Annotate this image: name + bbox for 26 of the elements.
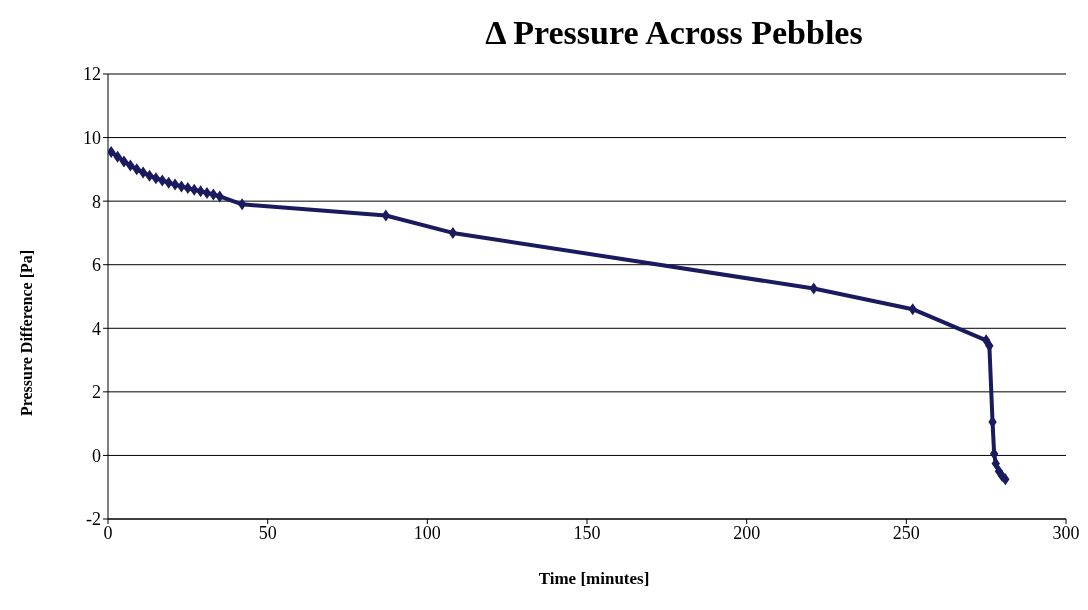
x-tick-label: 200 [733, 522, 761, 543]
x-axis-title: Time [minutes] [537, 569, 651, 589]
y-tick-label: 6 [92, 255, 101, 276]
point [237, 198, 247, 211]
y-axis-title: Pressure Difference [Pa] [18, 249, 36, 417]
y-tick-label: 10 [83, 127, 101, 148]
x-tick-label: 100 [413, 522, 441, 543]
point [170, 178, 180, 191]
y-tick-label: 2 [92, 382, 101, 403]
point [119, 155, 129, 168]
point [183, 182, 193, 195]
point [448, 226, 458, 239]
y-tick-label: 8 [92, 191, 101, 212]
chart-title: Δ Pressure Across Pebbles [484, 13, 864, 53]
y-tick-label: -2 [86, 509, 101, 530]
y-tick-label: 4 [92, 318, 101, 339]
y-tick-label: 0 [92, 445, 101, 466]
x-tick-label: 250 [892, 522, 920, 543]
x-tick-label: 50 [258, 522, 277, 543]
point [151, 172, 161, 185]
x-tick-label: 300 [1052, 522, 1080, 543]
x-tick-label: 150 [573, 522, 601, 543]
point [138, 166, 148, 179]
y-tick-label: 12 [83, 64, 101, 85]
point [381, 209, 391, 222]
point [202, 186, 212, 199]
